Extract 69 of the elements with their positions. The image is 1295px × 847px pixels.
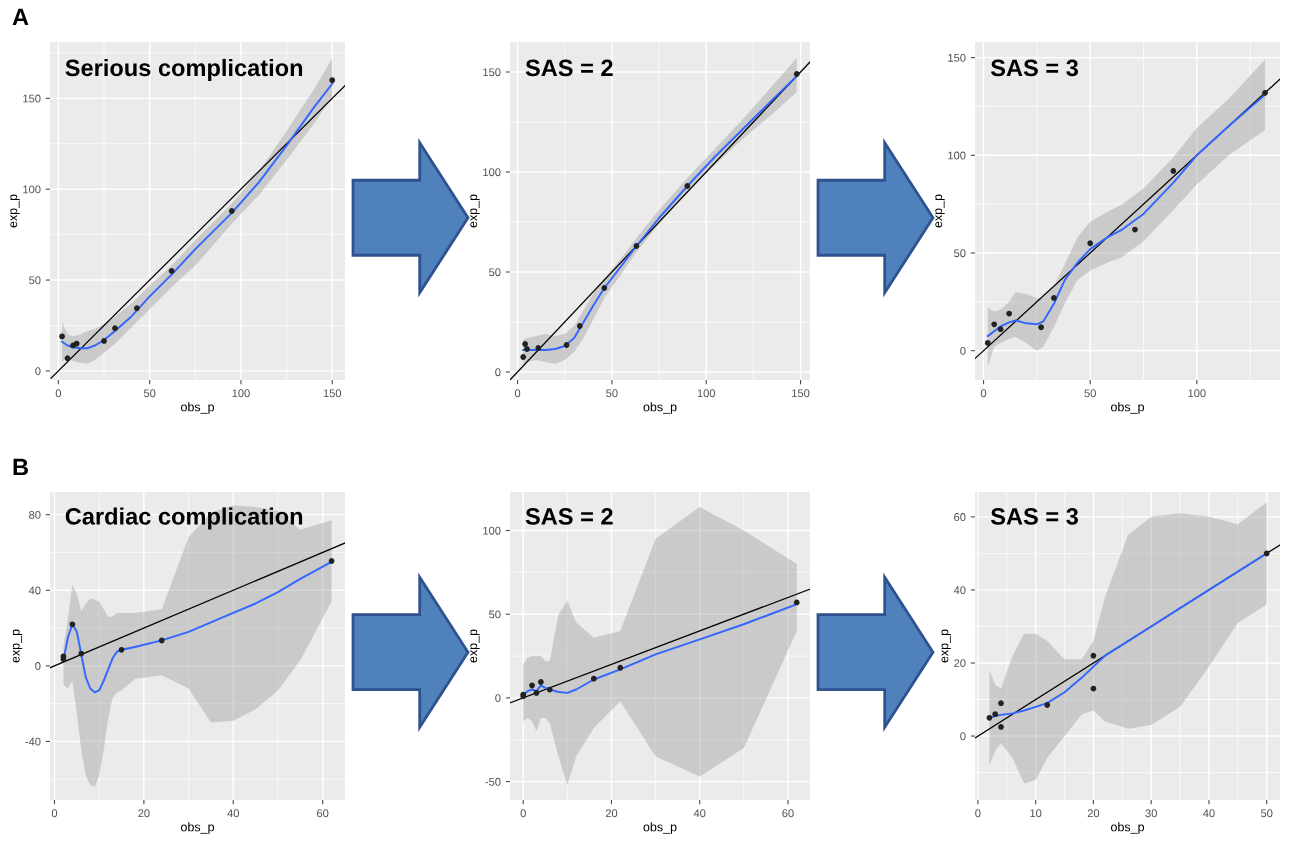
x-tick-label: 30 (1145, 809, 1157, 818)
text: Cardiac complication (65, 507, 303, 530)
x-tick-label: 150 (792, 389, 810, 398)
x-axis-title: obs_p (1111, 822, 1145, 834)
text: SAS = 2 (525, 59, 613, 77)
x-tick-label: 20 (138, 809, 150, 818)
x-tick-label: 150 (323, 389, 342, 398)
x-tick-label: 50 (606, 389, 618, 398)
x-tick-label: 60 (782, 809, 794, 818)
y-axis-title: exp_p (10, 194, 20, 228)
y-tick-label: 20 (954, 659, 966, 668)
x-axis-title: obs_p (181, 822, 215, 834)
y-tick-label: 40 (953, 586, 966, 595)
x-tick-label: 0 (980, 389, 987, 398)
text: B (13, 458, 28, 476)
x-tick-label: 20 (605, 809, 618, 818)
x-tick-label: 100 (1188, 389, 1206, 398)
y-tick-label: 100 (483, 526, 501, 535)
y-tick-label: 60 (954, 513, 966, 521)
y-tick-label: 150 (948, 53, 966, 62)
x-tick-label: 0 (55, 389, 62, 398)
y-tick-label: 0 (960, 732, 966, 741)
y-axis-title: exp_p (12, 629, 23, 663)
x-tick-label: 10 (1030, 809, 1042, 818)
x-tick-label: 60 (317, 809, 329, 818)
x-tick-label: 50 (1260, 809, 1273, 818)
text: SAS = 2 (525, 508, 613, 525)
y-tick-label: 150 (23, 94, 41, 103)
x-tick-label: 0 (975, 809, 981, 818)
y-axis-title: exp_p (941, 629, 951, 663)
text: SAS = 3 (990, 508, 1078, 525)
x-tick-label: 0 (520, 809, 526, 818)
x-tick-label: 20 (1087, 809, 1100, 818)
y-tick-label: 50 (954, 249, 966, 258)
text: SAS = 3 (990, 59, 1078, 77)
y-tick-label: 0 (495, 694, 501, 703)
text: A (12, 8, 29, 26)
x-tick-label: 100 (697, 389, 716, 398)
y-tick-label: 100 (948, 151, 966, 160)
x-tick-label: 40 (227, 809, 239, 818)
y-tick-label: 100 (483, 168, 501, 177)
y-tick-label: -40 (25, 737, 41, 746)
x-tick-label: 100 (232, 389, 250, 398)
x-axis-title: obs_p (181, 402, 215, 414)
x-axis-title: obs_p (1111, 402, 1145, 414)
y-axis-title: exp_p (470, 194, 480, 228)
x-tick-label: 0 (514, 389, 521, 398)
x-tick-label: 40 (693, 809, 706, 818)
y-axis-title: exp_p (470, 629, 480, 663)
y-tick-label: 50 (29, 276, 41, 285)
x-tick-label: 50 (1084, 389, 1096, 398)
x-tick-label: 0 (51, 809, 58, 818)
y-tick-label: 0 (35, 367, 41, 376)
x-tick-label: 50 (143, 389, 156, 398)
y-tick-label: 0 (35, 662, 41, 670)
y-tick-label: 150 (483, 68, 501, 77)
y-axis-title: exp_p (935, 194, 945, 228)
text: Serious complication (65, 58, 303, 81)
y-tick-label: 100 (23, 185, 41, 194)
y-tick-label: 80 (29, 510, 41, 519)
y-tick-label: 50 (489, 610, 501, 619)
y-tick-label: 50 (489, 268, 501, 277)
y-tick-label: 0 (495, 368, 501, 377)
x-axis-title: obs_p (643, 402, 677, 414)
x-axis-title: obs_p (643, 822, 677, 834)
y-tick-label: 40 (28, 586, 41, 595)
y-tick-label: 0 (960, 346, 966, 355)
x-tick-label: 40 (1203, 809, 1215, 818)
y-tick-label: -50 (485, 777, 501, 786)
